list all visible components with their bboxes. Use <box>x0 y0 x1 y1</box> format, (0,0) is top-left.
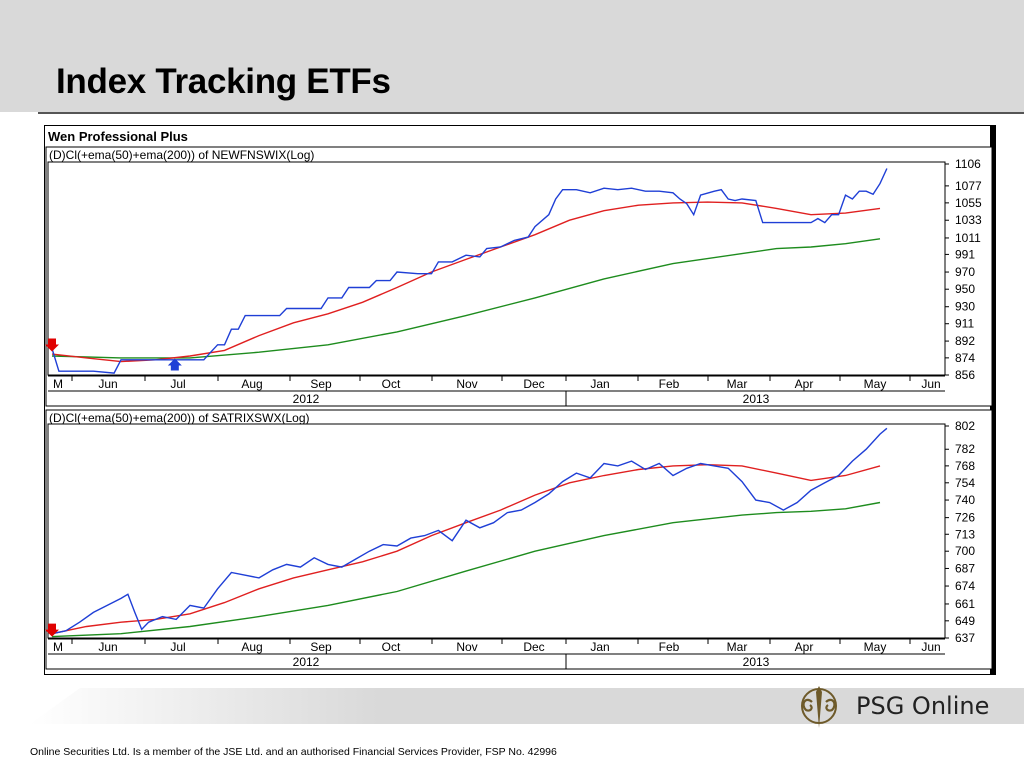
logo-text: PSG Online <box>856 692 990 720</box>
chart-window-border <box>990 125 996 675</box>
footer-disclaimer: Online Securities Ltd. Is a member of th… <box>30 746 557 758</box>
header-band <box>0 0 1024 112</box>
footer-swoosh <box>30 688 1024 724</box>
psg-logo-icon <box>801 686 837 728</box>
slide-title: Index Tracking ETFs <box>56 62 391 101</box>
chart-window <box>44 125 996 675</box>
header-rule <box>38 112 1024 114</box>
